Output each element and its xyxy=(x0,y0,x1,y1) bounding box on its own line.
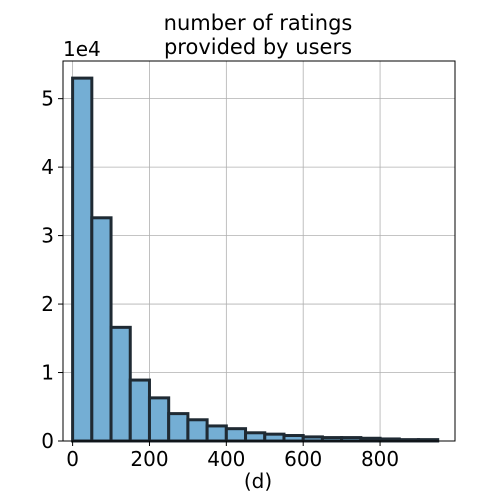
x-axis-label: (d) xyxy=(244,469,272,493)
histogram-bar xyxy=(301,435,324,443)
y-tick-label: 5 xyxy=(41,87,54,111)
plot-frame xyxy=(62,60,456,442)
y-axis-offset-label: 1e4 xyxy=(63,37,101,61)
histogram-bar xyxy=(128,378,151,443)
chart-title-line-1: number of ratings xyxy=(164,11,353,35)
x-tick-label: 800 xyxy=(361,447,399,471)
x-tick-label: 200 xyxy=(130,447,168,471)
histogram-bar xyxy=(147,396,171,443)
histogram-bar xyxy=(186,418,209,443)
histogram-bar xyxy=(244,431,267,443)
histogram-bar xyxy=(71,76,94,443)
histogram-bar xyxy=(90,216,113,443)
y-axis-ticks: 0 1 2 3 4 5 xyxy=(41,87,63,453)
x-tick-label: 0 xyxy=(66,447,79,471)
x-axis-ticks: 0 200 400 600 800 xyxy=(66,441,399,471)
x-tick-label: 600 xyxy=(284,447,322,471)
histogram-bar xyxy=(320,436,344,443)
x-tick-label: 400 xyxy=(207,447,245,471)
histogram-bar xyxy=(205,424,228,443)
y-tick-label: 2 xyxy=(41,292,54,316)
y-tick-label: 1 xyxy=(41,361,54,385)
histogram-bar xyxy=(224,427,248,443)
y-tick-label: 4 xyxy=(41,155,54,179)
grid-lines xyxy=(63,61,455,442)
histogram-bar xyxy=(167,412,190,443)
chart-title-line-2: provided by users xyxy=(164,35,352,59)
histogram-bar xyxy=(109,325,132,443)
y-tick-label: 0 xyxy=(41,429,54,453)
histogram-bar xyxy=(263,432,286,443)
y-tick-label: 3 xyxy=(41,224,54,248)
histogram-bar xyxy=(340,436,363,443)
histogram-bar xyxy=(282,434,305,443)
